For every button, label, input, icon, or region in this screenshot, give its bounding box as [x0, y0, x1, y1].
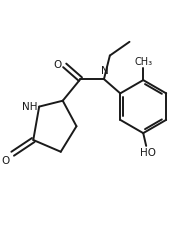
- Text: O: O: [2, 156, 10, 166]
- Text: CH₃: CH₃: [134, 57, 152, 67]
- Text: NH: NH: [22, 102, 38, 112]
- Text: O: O: [53, 60, 62, 70]
- Text: HO: HO: [140, 148, 156, 158]
- Text: N: N: [101, 66, 109, 76]
